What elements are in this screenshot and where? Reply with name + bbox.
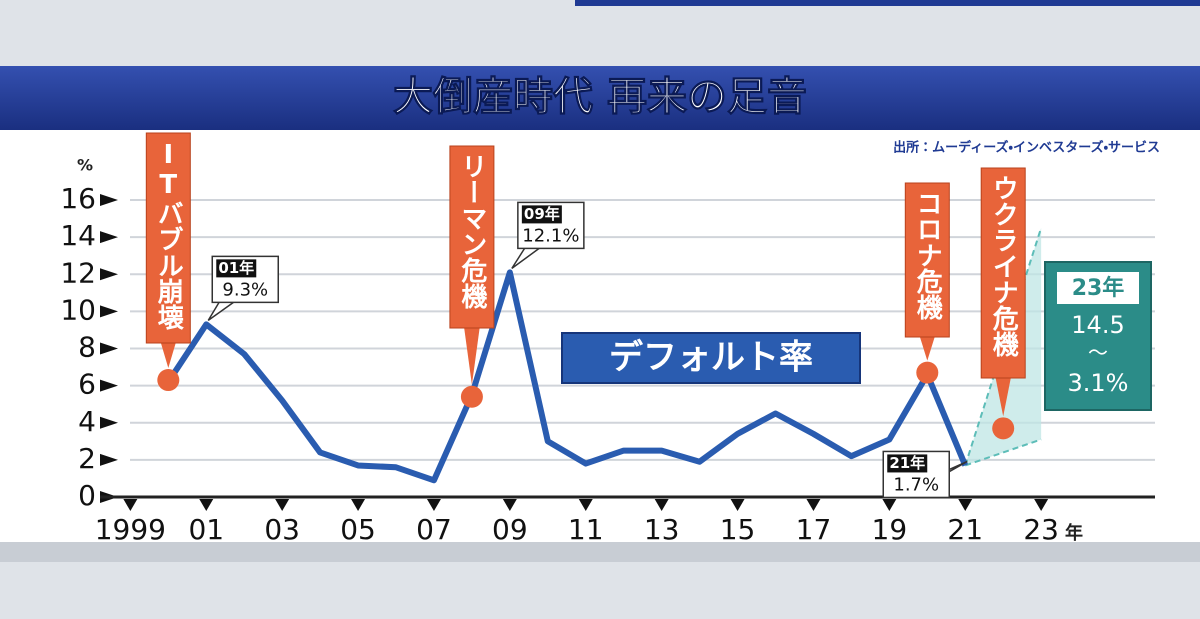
event-marker [916, 361, 939, 384]
x-tick-label: 19 [872, 513, 908, 546]
y-tick [100, 231, 118, 244]
event-label: リーマン危機 [457, 153, 487, 310]
y-tick-label: 8 [78, 331, 96, 364]
y-tick-label: 4 [78, 405, 96, 438]
x-tick [578, 499, 593, 511]
x-tick [882, 499, 897, 511]
callout-head [521, 205, 562, 224]
event-box [145, 132, 191, 344]
event-pointer [919, 335, 936, 361]
y-tick-label: 12 [60, 256, 96, 289]
callout-pointer [511, 245, 543, 269]
y-tick [100, 453, 118, 466]
event-pointer [995, 376, 1012, 417]
event-box [980, 167, 1026, 379]
forecast-separator: 〜 [1088, 341, 1108, 365]
y-tick [100, 268, 118, 281]
event-label: ウクライナ危機 [988, 175, 1018, 358]
x-tick-label: 09 [492, 513, 528, 546]
y-tick [100, 379, 118, 392]
callout-year: 09年 [524, 205, 560, 223]
x-tick [199, 499, 214, 511]
event-pointer [463, 326, 480, 385]
annotations: デフォルト率 ITバブル崩壊 リーマン危機 コロナ危機 ウクライナ危機 01年 9.3% 09… [145, 132, 1152, 499]
event-marker [992, 417, 1015, 440]
forecast-low-label: 3.1% [1068, 369, 1129, 397]
x-tick [806, 499, 821, 511]
x-tick-label: 07 [416, 513, 452, 546]
x-tick [275, 499, 290, 511]
forecast-year: 23年 [1072, 275, 1125, 301]
forecast-high-label: 14.5 [1071, 311, 1124, 339]
y-tick [100, 194, 118, 206]
x-tick-label: 11 [568, 513, 604, 546]
x-tick-label: 05 [340, 513, 376, 546]
x-tick-label: 13 [644, 513, 680, 546]
x-tick [426, 499, 441, 511]
callout-year: 01年 [218, 259, 254, 277]
event-pointer [160, 341, 177, 369]
forecast-low [964, 438, 1042, 467]
y-tick-label: 2 [78, 442, 96, 475]
y-unit: % [77, 156, 93, 175]
x-tick-label: 01 [188, 513, 224, 546]
event-box [904, 182, 950, 338]
callout-head [216, 259, 257, 278]
x-tick [351, 499, 366, 511]
x-tick [123, 499, 138, 511]
y-tick-label: 6 [78, 368, 96, 401]
event-label: ITバブル崩壊 [153, 140, 183, 330]
y-tick [100, 416, 118, 429]
chart-title: 大倒産時代 再来の足音 [393, 74, 807, 120]
callout-head [887, 454, 928, 473]
data-label: 9.3% [222, 279, 268, 300]
forecast-head [1057, 272, 1139, 304]
series-line [165, 269, 969, 484]
legend-label: デフォルト率 [609, 338, 813, 378]
event-label: コロナ危機 [912, 190, 942, 321]
event-box [449, 145, 495, 329]
x-tick-label: 1999 [95, 513, 166, 546]
x-tick [1034, 499, 1049, 511]
panel-shadow [0, 542, 1200, 562]
event-marker [157, 369, 180, 392]
title-band [0, 66, 1200, 130]
source: 出所：ムーディーズ・インベスターズ・サービス [893, 140, 1160, 156]
x-unit: 年 [1065, 522, 1083, 544]
callout-pointer [207, 299, 237, 321]
y-tick-label: 16 [60, 182, 96, 215]
x-tick-label: 15 [720, 513, 756, 546]
x-tick [654, 499, 669, 511]
x-tick-label: 17 [796, 513, 832, 546]
y-tick-label: 10 [60, 293, 96, 326]
y-tick [100, 342, 118, 355]
callout-year: 21年 [889, 454, 925, 472]
data-label: 1.7% [893, 474, 939, 495]
top-strip [575, 0, 1200, 6]
y-tick-label: 14 [60, 219, 96, 252]
y-tick-label: 0 [78, 479, 96, 512]
x-tick [958, 499, 973, 511]
x-tick [730, 499, 745, 511]
x-tick-label: 21 [947, 513, 983, 546]
legend-box [561, 332, 861, 384]
x-tick-label: 03 [264, 513, 300, 546]
x-tick-label: 23 [1023, 513, 1059, 546]
data-label: 12.1% [522, 225, 579, 246]
y-tick [100, 305, 118, 318]
x-tick [502, 499, 517, 511]
event-marker [460, 385, 483, 408]
